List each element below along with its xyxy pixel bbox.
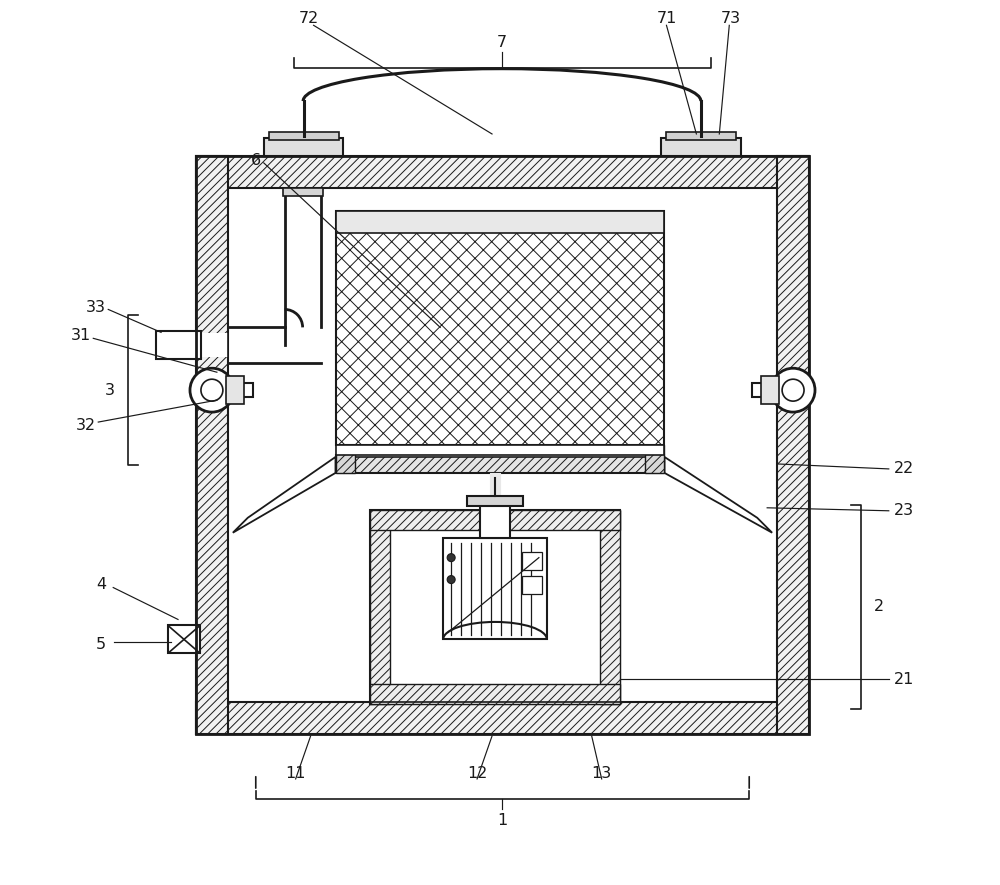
Bar (467, 496, 523, 506)
Bar (370, 510, 620, 704)
Text: 4: 4 (96, 577, 106, 592)
Text: 7: 7 (497, 35, 507, 50)
Bar (370, 510, 620, 530)
Bar (370, 510, 390, 704)
Bar (522, 575, 542, 594)
Bar (752, 383, 814, 397)
Bar (336, 455, 664, 473)
Text: 1: 1 (497, 813, 507, 828)
Text: 12: 12 (467, 766, 487, 781)
Text: 21: 21 (894, 672, 914, 687)
Bar (336, 445, 355, 473)
Bar (196, 156, 228, 734)
Text: 32: 32 (76, 418, 96, 433)
Bar (645, 445, 664, 473)
Polygon shape (233, 457, 336, 533)
Text: 13: 13 (592, 766, 612, 781)
Text: 71: 71 (656, 11, 677, 26)
Bar (336, 211, 664, 445)
Bar (228, 188, 777, 702)
Bar (168, 626, 200, 653)
Bar (443, 538, 547, 639)
Circle shape (447, 575, 455, 583)
Bar (777, 156, 809, 734)
Text: 72: 72 (298, 11, 319, 26)
Text: 3: 3 (105, 382, 115, 397)
Text: 23: 23 (894, 504, 914, 519)
Bar (336, 211, 664, 233)
Bar (196, 702, 809, 734)
Text: 6: 6 (251, 153, 261, 168)
Circle shape (447, 554, 455, 562)
Bar (480, 503, 510, 538)
Bar (264, 138, 343, 156)
Bar (336, 445, 664, 455)
Bar (339, 445, 661, 457)
Bar (191, 383, 253, 397)
Bar (269, 132, 339, 140)
Text: 11: 11 (285, 766, 306, 781)
Bar (666, 132, 736, 140)
Circle shape (771, 368, 815, 412)
Bar (600, 510, 620, 704)
Bar (196, 156, 809, 734)
Circle shape (782, 379, 804, 401)
Bar (761, 376, 779, 404)
Bar (196, 334, 228, 358)
Bar (196, 156, 809, 188)
Text: 5: 5 (96, 637, 106, 652)
Bar (661, 138, 741, 156)
Polygon shape (664, 457, 772, 533)
Text: 33: 33 (86, 300, 106, 315)
Text: 73: 73 (721, 11, 741, 26)
Bar (226, 376, 244, 404)
Text: 31: 31 (71, 327, 91, 342)
Text: 22: 22 (894, 461, 914, 476)
Bar (522, 551, 542, 570)
Bar (228, 188, 777, 702)
Bar (156, 331, 201, 359)
Circle shape (190, 368, 234, 412)
Bar (370, 684, 620, 704)
Circle shape (201, 379, 223, 401)
Bar (283, 188, 323, 196)
Text: 2: 2 (874, 599, 884, 614)
